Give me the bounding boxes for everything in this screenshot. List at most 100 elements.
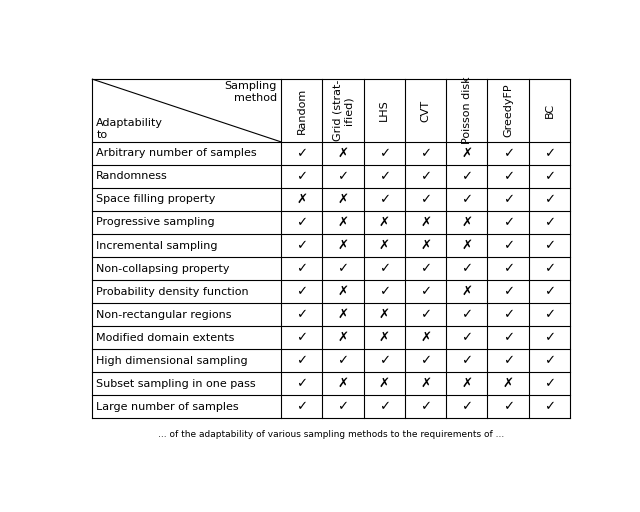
Text: ✓: ✓ — [544, 400, 555, 413]
Text: Non-rectangular regions: Non-rectangular regions — [97, 310, 232, 319]
Text: ✓: ✓ — [544, 377, 555, 390]
Text: ✓: ✓ — [379, 262, 390, 275]
Text: ✗: ✗ — [420, 216, 431, 229]
Text: ✗: ✗ — [337, 239, 349, 252]
Text: High dimensional sampling: High dimensional sampling — [97, 356, 248, 366]
Text: ✓: ✓ — [379, 170, 390, 183]
Text: ✗: ✗ — [379, 308, 390, 321]
Text: ✓: ✓ — [502, 308, 514, 321]
Text: LHS: LHS — [380, 100, 389, 121]
Text: ✓: ✓ — [296, 170, 307, 183]
Text: ✓: ✓ — [502, 262, 514, 275]
Text: Adaptability
to: Adaptability to — [97, 118, 163, 140]
Text: ✓: ✓ — [296, 239, 307, 252]
Text: ✓: ✓ — [461, 193, 472, 206]
Text: ✓: ✓ — [379, 285, 390, 298]
Text: ✓: ✓ — [420, 400, 431, 413]
Text: ✓: ✓ — [296, 331, 307, 344]
Text: ✓: ✓ — [502, 400, 514, 413]
Text: ✗: ✗ — [379, 377, 390, 390]
Text: ✓: ✓ — [337, 400, 349, 413]
Text: Sampling
method: Sampling method — [225, 81, 277, 103]
Text: ✓: ✓ — [544, 216, 555, 229]
Text: ✓: ✓ — [296, 377, 307, 390]
Text: ✓: ✓ — [502, 331, 514, 344]
Text: ✗: ✗ — [420, 377, 431, 390]
Text: ✓: ✓ — [337, 354, 349, 367]
Text: ✗: ✗ — [461, 216, 472, 229]
Text: Subset sampling in one pass: Subset sampling in one pass — [97, 379, 256, 389]
Text: ✓: ✓ — [296, 147, 307, 160]
Text: ✓: ✓ — [296, 285, 307, 298]
Text: ✗: ✗ — [337, 193, 349, 206]
Text: ✓: ✓ — [544, 147, 555, 160]
Text: ✗: ✗ — [337, 285, 349, 298]
Text: ✗: ✗ — [420, 239, 431, 252]
Text: ✓: ✓ — [502, 216, 514, 229]
Text: ... of the adaptability of various sampling methods to the requirements of ...: ... of the adaptability of various sampl… — [158, 430, 504, 439]
Text: ✓: ✓ — [379, 354, 390, 367]
Text: ✗: ✗ — [337, 216, 349, 229]
Text: ✓: ✓ — [296, 262, 307, 275]
Text: ✓: ✓ — [544, 193, 555, 206]
Text: ✓: ✓ — [420, 354, 431, 367]
Text: ✗: ✗ — [337, 331, 349, 344]
Text: Probability density function: Probability density function — [97, 287, 249, 296]
Text: ✗: ✗ — [461, 239, 472, 252]
Text: ✓: ✓ — [461, 262, 472, 275]
Text: Space filling property: Space filling property — [97, 195, 216, 204]
Text: GreedyFP: GreedyFP — [503, 84, 513, 137]
Text: ✗: ✗ — [461, 285, 472, 298]
Text: ✓: ✓ — [420, 147, 431, 160]
Text: ✓: ✓ — [544, 308, 555, 321]
Text: Randomness: Randomness — [97, 172, 168, 181]
Text: ✗: ✗ — [420, 331, 431, 344]
Text: ✓: ✓ — [544, 170, 555, 183]
Text: ✓: ✓ — [296, 354, 307, 367]
Text: ✓: ✓ — [544, 262, 555, 275]
Text: ✗: ✗ — [296, 193, 307, 206]
Text: ✓: ✓ — [544, 354, 555, 367]
Text: Non-collapsing property: Non-collapsing property — [97, 264, 230, 273]
Text: ✗: ✗ — [379, 239, 390, 252]
Text: ✓: ✓ — [337, 170, 349, 183]
Text: Random: Random — [297, 88, 307, 134]
Text: ✓: ✓ — [502, 285, 514, 298]
Text: ✓: ✓ — [296, 216, 307, 229]
Text: ✓: ✓ — [296, 308, 307, 321]
Text: ✓: ✓ — [502, 354, 514, 367]
Text: ✗: ✗ — [502, 377, 514, 390]
Text: CVT: CVT — [420, 99, 431, 122]
Text: ✓: ✓ — [502, 147, 514, 160]
Text: Progressive sampling: Progressive sampling — [97, 218, 215, 227]
Text: ✓: ✓ — [461, 354, 472, 367]
Text: ✗: ✗ — [337, 147, 349, 160]
Text: ✓: ✓ — [461, 170, 472, 183]
Text: ✗: ✗ — [337, 377, 349, 390]
Text: Grid (strat-
ified): Grid (strat- ified) — [332, 80, 354, 141]
Text: Modified domain extents: Modified domain extents — [97, 333, 235, 343]
Text: ✗: ✗ — [379, 331, 390, 344]
Text: ✓: ✓ — [502, 239, 514, 252]
Text: ✓: ✓ — [379, 400, 390, 413]
Text: ✓: ✓ — [461, 331, 472, 344]
Text: ✓: ✓ — [502, 170, 514, 183]
Text: ✓: ✓ — [420, 170, 431, 183]
Text: BC: BC — [545, 103, 554, 118]
Text: ✓: ✓ — [420, 262, 431, 275]
Text: Arbitrary number of samples: Arbitrary number of samples — [97, 148, 257, 158]
Text: ✓: ✓ — [544, 331, 555, 344]
Text: ✓: ✓ — [461, 308, 472, 321]
Text: ✓: ✓ — [337, 262, 349, 275]
Text: ✓: ✓ — [379, 147, 390, 160]
Text: ✓: ✓ — [420, 308, 431, 321]
Text: Incremental sampling: Incremental sampling — [97, 241, 218, 250]
Text: Poisson disk: Poisson disk — [462, 77, 472, 144]
Text: ✓: ✓ — [544, 239, 555, 252]
Text: ✓: ✓ — [544, 285, 555, 298]
Text: ✗: ✗ — [379, 216, 390, 229]
Text: ✗: ✗ — [337, 308, 349, 321]
Text: ✗: ✗ — [461, 147, 472, 160]
Text: ✗: ✗ — [461, 377, 472, 390]
Text: Large number of samples: Large number of samples — [97, 402, 239, 412]
